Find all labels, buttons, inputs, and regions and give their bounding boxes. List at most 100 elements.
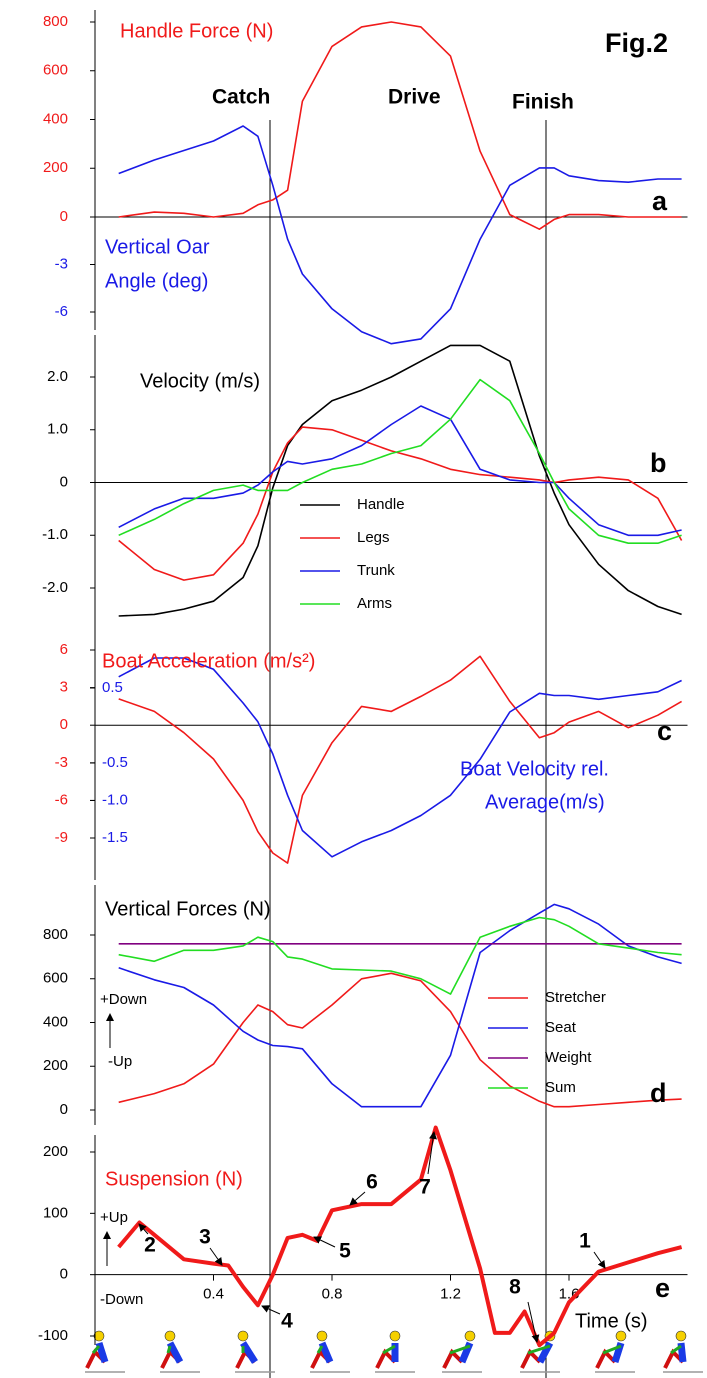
series-line bbox=[118, 378, 682, 544]
head bbox=[316, 1330, 328, 1342]
torso bbox=[166, 1341, 184, 1364]
arms bbox=[602, 1344, 622, 1355]
rower-icons bbox=[85, 1330, 703, 1373]
point-label: 4 bbox=[281, 1310, 293, 1333]
torso bbox=[95, 1341, 109, 1364]
y2-label: Angle (deg) bbox=[105, 270, 208, 292]
arms bbox=[527, 1344, 551, 1355]
y-label: Vertical Forces (N) bbox=[105, 898, 271, 920]
series-line bbox=[118, 426, 683, 581]
y-tick-label: 800 bbox=[43, 13, 68, 30]
arms bbox=[166, 1345, 172, 1354]
torso bbox=[677, 1342, 687, 1363]
annotations: +Up bbox=[100, 1209, 128, 1226]
point-arrow bbox=[138, 1223, 149, 1235]
series-line bbox=[118, 125, 682, 345]
annotations: a bbox=[652, 186, 668, 216]
annotations: +Down bbox=[100, 991, 147, 1008]
arms bbox=[91, 1345, 101, 1354]
head bbox=[615, 1330, 627, 1342]
arms bbox=[382, 1344, 396, 1355]
x-label: Time (s) bbox=[575, 1310, 648, 1332]
y-tick-label: 0.5 bbox=[102, 679, 123, 696]
head bbox=[389, 1330, 401, 1342]
x-tick-label: 1.2 bbox=[440, 1286, 461, 1303]
point-label: 7 bbox=[419, 1176, 431, 1199]
legend-label: Trunk bbox=[357, 562, 395, 579]
y-tick-label: -1.0 bbox=[42, 526, 68, 543]
annotations: e bbox=[655, 1273, 670, 1303]
point-arrow bbox=[209, 1247, 223, 1266]
y-tick-label: -6 bbox=[55, 791, 68, 808]
legend-label: Seat bbox=[545, 1019, 577, 1036]
y-tick-label: 200 bbox=[43, 159, 68, 176]
series-line bbox=[117, 1125, 683, 1348]
y-tick-label: 200 bbox=[43, 1057, 68, 1074]
annotations: Catch bbox=[212, 86, 270, 109]
y-tick-label: 400 bbox=[43, 1013, 68, 1030]
head bbox=[464, 1330, 476, 1342]
torso bbox=[240, 1341, 258, 1364]
y-label: Boat Acceleration (m/s²) bbox=[102, 650, 315, 672]
y-tick-label: 600 bbox=[43, 62, 68, 79]
arms bbox=[670, 1344, 682, 1355]
annotations: d bbox=[650, 1078, 667, 1108]
y-tick-label: -100 bbox=[38, 1327, 68, 1344]
y-label: Handle Force (N) bbox=[120, 20, 273, 42]
legend-label: Arms bbox=[357, 595, 392, 612]
y-tick-label: 0 bbox=[60, 208, 68, 225]
series-line bbox=[118, 916, 682, 995]
annotations: c bbox=[657, 716, 672, 746]
series-line bbox=[118, 655, 683, 864]
x-tick-label: 0.8 bbox=[322, 1286, 343, 1303]
legend-label: Legs bbox=[357, 529, 390, 546]
head bbox=[237, 1330, 249, 1342]
point-label: 1 bbox=[579, 1230, 591, 1253]
point-arrow bbox=[349, 1191, 366, 1206]
legend-label: Stretcher bbox=[545, 989, 606, 1006]
y-label: Velocity (m/s) bbox=[140, 370, 260, 392]
annotations: -Up bbox=[108, 1053, 132, 1070]
y-tick-label: 200 bbox=[43, 1143, 68, 1160]
annotations: Fig.2 bbox=[605, 28, 668, 58]
legend-label: Sum bbox=[545, 1079, 576, 1096]
point-arrow bbox=[313, 1236, 336, 1248]
y-tick-label: 0 bbox=[60, 473, 68, 490]
y2-label: Vertical Oar bbox=[105, 236, 210, 258]
annotations: Drive bbox=[388, 86, 441, 109]
y-tick-label: 2.0 bbox=[47, 368, 68, 385]
legend-label: Handle bbox=[357, 496, 405, 513]
series-line bbox=[118, 657, 682, 858]
series-line bbox=[118, 344, 682, 617]
y-tick-label: -1.0 bbox=[102, 791, 128, 808]
torso bbox=[318, 1341, 334, 1364]
y-tick-label: 1.0 bbox=[47, 421, 68, 438]
point-label: 8 bbox=[509, 1276, 521, 1299]
y-tick-label: -2.0 bbox=[42, 579, 68, 596]
series-line bbox=[118, 903, 682, 1108]
series-line bbox=[118, 21, 682, 230]
series-line bbox=[118, 405, 682, 537]
point-label: 5 bbox=[339, 1240, 351, 1263]
arms bbox=[449, 1344, 471, 1355]
y-tick-label: 0 bbox=[60, 1266, 68, 1283]
y-tick-label: 0 bbox=[60, 1101, 68, 1118]
y-tick-label: 600 bbox=[43, 970, 68, 987]
point-arrow bbox=[527, 1301, 540, 1343]
y-tick-label: -0.5 bbox=[102, 754, 128, 771]
y2-label: Average(m/s) bbox=[485, 791, 605, 813]
head bbox=[164, 1330, 176, 1342]
y-tick-label: -3 bbox=[55, 754, 68, 771]
y-tick-label: 100 bbox=[43, 1204, 68, 1221]
series-line bbox=[118, 972, 682, 1108]
arms bbox=[316, 1345, 324, 1354]
head bbox=[675, 1330, 687, 1342]
point-label: 6 bbox=[366, 1171, 378, 1194]
y2-label: Boat Velocity rel. bbox=[460, 758, 609, 780]
y-tick-label: 6 bbox=[60, 641, 68, 658]
point-label: 2 bbox=[144, 1234, 156, 1257]
y-tick-label: 3 bbox=[60, 679, 68, 696]
y-tick-label: -9 bbox=[55, 829, 68, 846]
point-arrow bbox=[427, 1131, 437, 1175]
